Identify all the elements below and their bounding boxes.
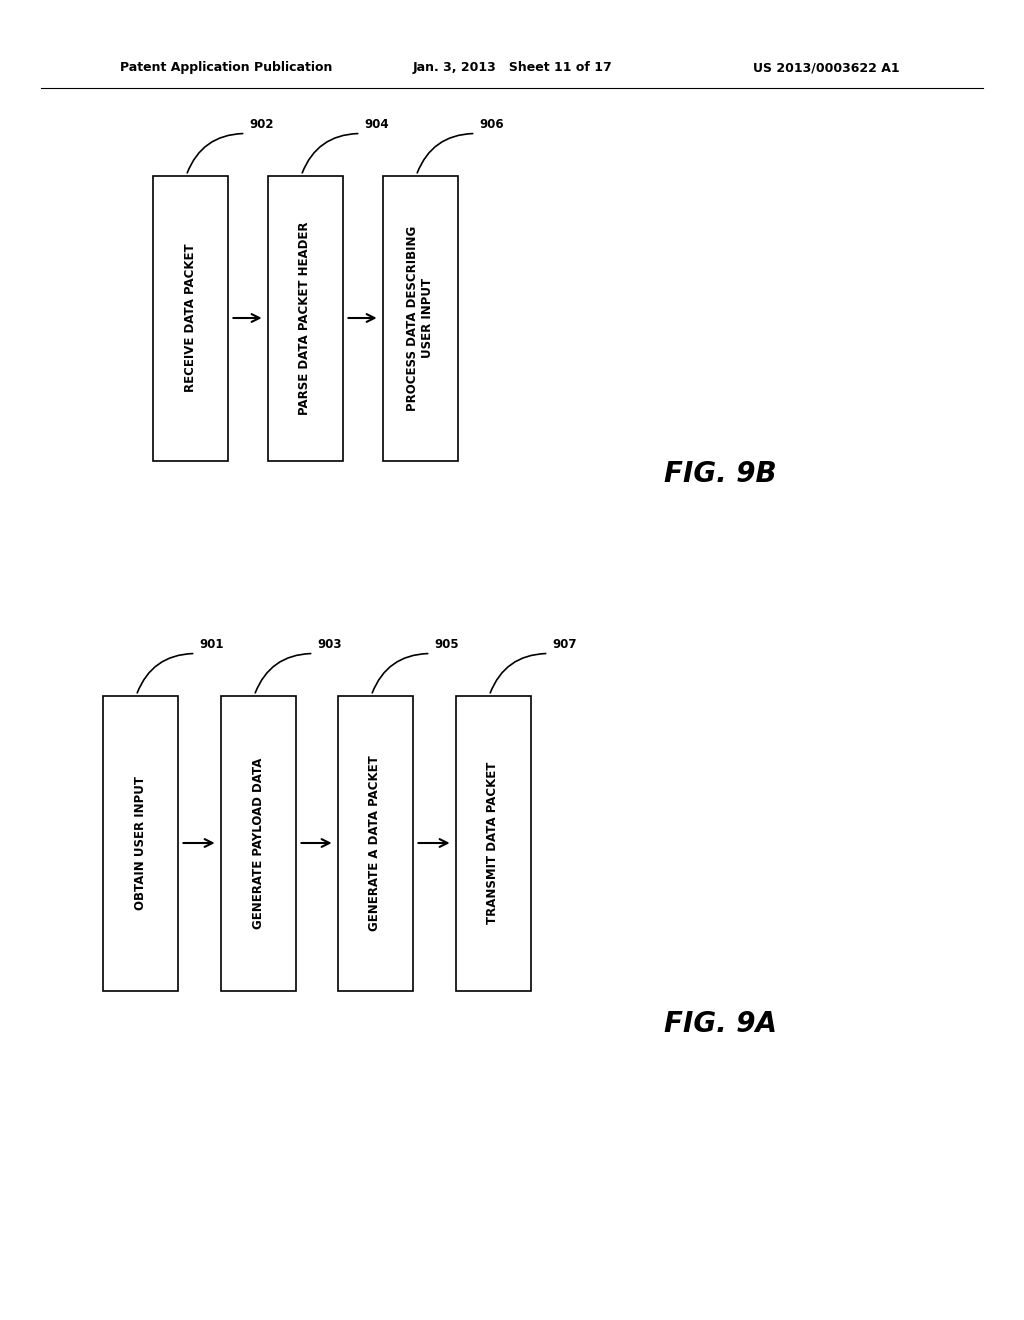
Text: RECEIVE DATA PACKET: RECEIVE DATA PACKET [183,244,197,392]
Text: FIG. 9B: FIG. 9B [664,459,776,488]
Bar [267,176,342,461]
Text: OBTAIN USER INPUT: OBTAIN USER INPUT [133,776,146,909]
Bar [383,176,458,461]
Text: FIG. 9A: FIG. 9A [664,1010,776,1038]
Text: TRANSMIT DATA PACKET: TRANSMIT DATA PACKET [486,762,500,924]
Text: 901: 901 [200,639,224,652]
Text: Patent Application Publication: Patent Application Publication [120,62,333,74]
Bar [102,696,177,990]
Text: GENERATE PAYLOAD DATA: GENERATE PAYLOAD DATA [252,758,264,929]
Bar [456,696,530,990]
Text: 905: 905 [434,639,459,652]
Text: GENERATE A DATA PACKET: GENERATE A DATA PACKET [369,755,382,931]
Bar [338,696,413,990]
Text: 904: 904 [365,119,389,132]
Text: 907: 907 [553,639,577,652]
Text: PROCESS DATA DESCRIBING
USER INPUT: PROCESS DATA DESCRIBING USER INPUT [406,226,434,411]
Text: 903: 903 [317,639,342,652]
Text: US 2013/0003622 A1: US 2013/0003622 A1 [754,62,900,74]
Text: PARSE DATA PACKET HEADER: PARSE DATA PACKET HEADER [299,222,311,414]
Text: 902: 902 [250,119,274,132]
Bar [220,696,296,990]
Bar [153,176,227,461]
Text: Jan. 3, 2013   Sheet 11 of 17: Jan. 3, 2013 Sheet 11 of 17 [412,62,612,74]
Text: 906: 906 [479,119,504,132]
